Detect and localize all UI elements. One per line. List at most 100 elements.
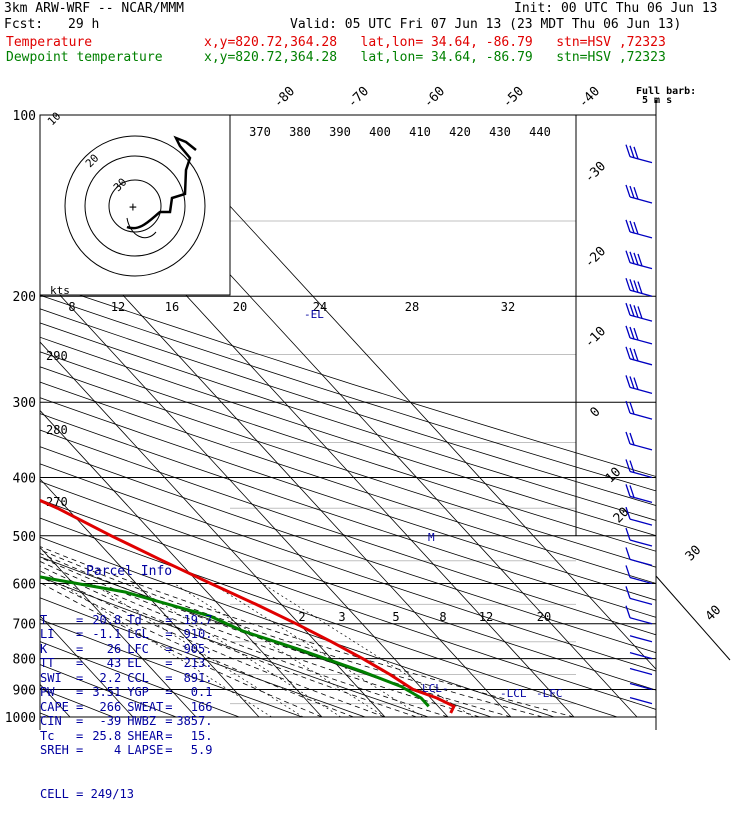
- barb-flag: [629, 145, 635, 158]
- wind-barb: [629, 667, 653, 676]
- barb-flag: [625, 250, 631, 263]
- equals-sign: =: [165, 627, 173, 641]
- barb-flag: [629, 279, 635, 292]
- barb-flag: [625, 605, 631, 618]
- theta-e-label: 400: [369, 125, 391, 139]
- parcel-value: 5.9: [190, 743, 213, 757]
- isotherm-label-top: -80: [271, 84, 298, 111]
- valid-time: Valid: 05 UTC Fri 07 Jun 13 (23 MDT Thu …: [290, 17, 682, 32]
- barb-staff: [629, 576, 653, 585]
- parcel-row-swi: SWI = 2.2 CCL = 891.: [40, 671, 230, 686]
- hodo-ring: [64, 135, 206, 277]
- barb-flag: [633, 280, 639, 293]
- dry-adiabat: [40, 322, 656, 521]
- pressure-label-100: 100: [13, 109, 36, 124]
- hodograph-storm-motion: [126, 217, 157, 239]
- moist-adiabat: [40, 549, 543, 718]
- parcel-value: 213.: [183, 656, 213, 670]
- kts-label: kts: [50, 284, 70, 297]
- equals-sign: =: [76, 714, 84, 728]
- theta-e-label: 370: [249, 125, 271, 139]
- barb-staff: [629, 558, 653, 567]
- theta-e-label: 440: [529, 125, 551, 139]
- dry-adiabat: [40, 308, 656, 506]
- hodo-speed-label: 24: [313, 300, 327, 314]
- barb-staff: [629, 652, 653, 660]
- equals-sign: =: [165, 728, 173, 743]
- equals-sign: =: [76, 670, 84, 685]
- init-time: Init: 00 UTC Thu 06 Jun 13: [514, 1, 718, 16]
- moist-adiabat: [40, 546, 575, 718]
- barb-flag: [629, 326, 635, 340]
- barb-flag: [633, 327, 639, 341]
- moist-adiabat: [40, 560, 449, 718]
- pressure-label-600: 600: [13, 577, 36, 592]
- dry-adiabat: [40, 517, 618, 718]
- parcel-value: 891.: [183, 670, 213, 685]
- mixing-ratio-label: 2: [298, 610, 305, 624]
- pressure-label-500: 500: [13, 530, 36, 545]
- equals-sign: =: [76, 656, 84, 670]
- temperature-profile: [40, 498, 456, 714]
- wind-barb: [629, 652, 653, 660]
- hodo-ring: [84, 155, 186, 257]
- isotherm-label-top: -40: [576, 84, 603, 111]
- pressure-label-800: 800: [13, 653, 36, 668]
- mixing-ratio-line: [173, 583, 386, 718]
- wind-barb: [625, 586, 653, 606]
- equals-sign: =: [76, 685, 84, 699]
- barb-flag: [629, 432, 635, 446]
- equals-sign: =: [165, 641, 173, 656]
- parcel-row-cape: CAPE = 266 SWEAT = 166: [40, 700, 230, 715]
- dry-adiabat: [40, 294, 656, 492]
- cell-label: CELL: [40, 786, 69, 801]
- lcl-marker: -LCL: [500, 687, 527, 700]
- equals-sign: =: [165, 685, 173, 699]
- parcel-value: 26: [106, 641, 122, 656]
- mixing-ratio-label: 12: [479, 610, 493, 624]
- barb-staff: [629, 617, 653, 625]
- parcel-key: LI: [40, 627, 55, 641]
- barb-flag: [625, 144, 631, 157]
- dry-adiabat: [40, 336, 656, 537]
- barb-flag: [629, 376, 635, 389]
- temperature-legend: Temperature: [6, 35, 93, 50]
- equals-sign: =: [76, 743, 84, 757]
- isotherm-line: [40, 272, 449, 718]
- barb-flag: [629, 220, 635, 234]
- parcel-info-title: Parcel Info: [86, 564, 173, 579]
- barb-flag: [625, 565, 631, 578]
- parcel-key: TT: [40, 656, 55, 670]
- parcel-key: LCL: [127, 627, 149, 641]
- hodo-ring: [108, 179, 162, 233]
- equals-sign: =: [165, 714, 173, 728]
- barb-staff: [629, 696, 653, 705]
- parcel-key: K: [40, 641, 48, 656]
- dry-adiabat: [40, 576, 429, 718]
- parcel-key: Td: [127, 612, 142, 627]
- parcel-key: YGP: [127, 685, 149, 699]
- wind-barb: [625, 346, 653, 366]
- parcel-key: PW: [40, 685, 55, 699]
- hodo-origin: +: [129, 200, 137, 215]
- parcel-value: 4: [114, 743, 122, 757]
- dry-adiabat: [40, 499, 656, 710]
- parcel-value: -39: [99, 714, 122, 728]
- dewpoint-location: x,y=820.72,364.28 lat,lon= 34.64, -86.79…: [204, 50, 666, 65]
- mixing-ratio-line: [211, 583, 423, 718]
- barb-staff: [629, 597, 653, 606]
- hodo-speed-label: 12: [111, 300, 125, 314]
- barb-flag: [625, 375, 631, 388]
- parcel-row-k: K = 26 LFC = 905.: [40, 642, 230, 657]
- barb-flag: [625, 302, 631, 316]
- pressure-label-200: 200: [13, 290, 36, 305]
- barb-flag: [633, 186, 639, 200]
- isotherm-line: [40, 409, 323, 718]
- barb-flag: [629, 485, 635, 498]
- parcel-key: LAPSE: [127, 743, 164, 757]
- hodo-speed-label: 28: [405, 300, 419, 314]
- parcel-value: 3.51: [92, 685, 122, 699]
- hodo-speed-label: 16: [165, 300, 179, 314]
- barb-flag: [625, 547, 631, 560]
- isotherm-label-top: -50: [500, 84, 527, 111]
